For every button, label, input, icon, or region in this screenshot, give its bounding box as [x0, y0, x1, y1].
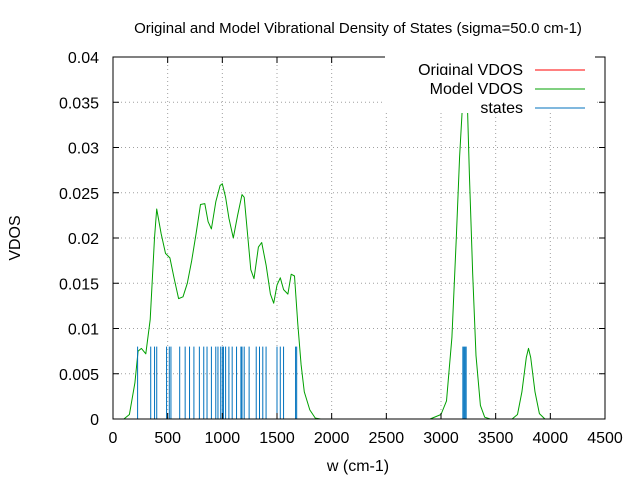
- x-axis-label: w (cm-1): [326, 458, 389, 475]
- x-tick-label: 2000: [314, 430, 350, 447]
- x-tick-label: 500: [154, 430, 181, 447]
- y-tick-label: 0.005: [59, 367, 99, 384]
- axis-ticks: 0 500 1000 1500 2000 2500 3000 3500 4000 4500 0 0.0…: [59, 50, 623, 447]
- y-axis-label: VDOS: [7, 215, 24, 260]
- legend: Original VDOS Model VDOS states: [385, 56, 595, 117]
- x-tick-label: 1500: [259, 430, 295, 447]
- x-tick-label: 4000: [533, 430, 569, 447]
- x-tick-label: 0: [109, 430, 118, 447]
- y-tick-label: 0: [90, 412, 99, 429]
- y-tick-label: 0.015: [59, 276, 99, 293]
- grid: [113, 57, 605, 419]
- y-tick-label: 0.035: [59, 95, 99, 112]
- legend-label: Original VDOS: [418, 62, 523, 79]
- y-tick-label: 0.02: [68, 231, 99, 248]
- legend-label: states: [480, 100, 523, 117]
- x-tick-label: 3000: [423, 430, 459, 447]
- y-tick-label: 0.025: [59, 186, 99, 203]
- y-tick-label: 0.01: [68, 322, 99, 339]
- series-layer: [113, 83, 605, 420]
- y-tick-label: 0.04: [68, 50, 99, 67]
- x-tick-label: 1000: [205, 430, 241, 447]
- x-tick-label: 4500: [587, 430, 623, 447]
- x-tick-label: 2500: [369, 430, 405, 447]
- legend-label: Model VDOS: [430, 81, 523, 98]
- model-vdos-line: [113, 83, 605, 420]
- x-tick-label: 3500: [478, 430, 514, 447]
- y-tick-label: 0.03: [68, 141, 99, 158]
- chart-title: Original and Model Vibrational Density o…: [134, 20, 582, 37]
